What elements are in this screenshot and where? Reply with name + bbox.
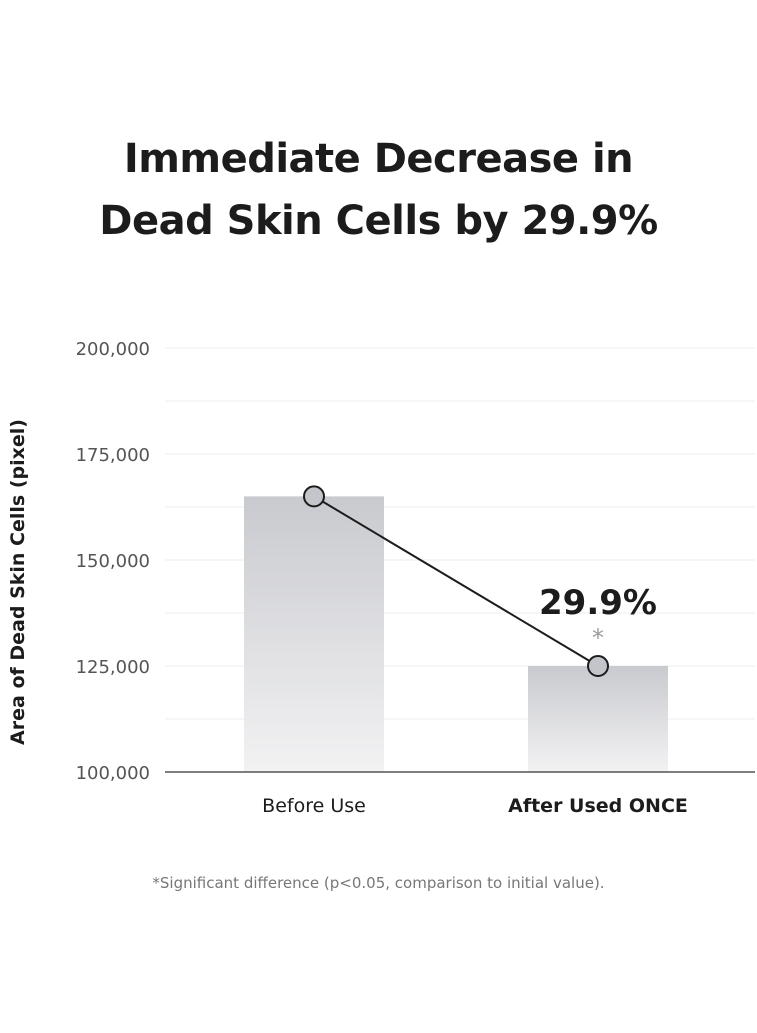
data-point-marker [303,485,325,508]
footnote: *Significant difference (p<0.05, compari… [152,874,605,892]
annotation-percent: 29.9% [539,583,657,623]
x-tick-label: Before Use [262,795,366,817]
data-point-marker [587,655,609,677]
y-tick-label: 175,000 [76,445,150,466]
chart-title-line-1: Immediate Decrease in [123,136,634,182]
y-axis-ticks: 100,000 125,000 150,000 175,000 200,000 [76,339,150,784]
bars [244,496,668,772]
y-axis-label: Area of Dead Skin Cells (pixel) [7,419,29,745]
y-tick-label: 125,000 [76,657,150,678]
bar-after-used-once [528,666,668,772]
y-tick-label: 200,000 [76,339,150,360]
y-tick-label: 100,000 [76,763,150,784]
y-tick-label: 150,000 [76,551,150,572]
bar-chart: 100,000 125,000 150,000 175,000 200,000 Befo… [7,339,755,817]
significance-marker: * [592,624,604,652]
bar-before-use [244,496,384,772]
x-axis-labels: Before Use After Used ONCE [262,795,688,817]
connector-line [313,495,599,667]
chart-title-line-2: Dead Skin Cells by 29.9% [99,198,658,244]
annotations: 29.9%* [539,583,657,652]
x-tick-label: After Used ONCE [508,795,688,817]
chart-title: Immediate Decrease in Dead Skin Cells by… [0,128,757,252]
connector [303,485,609,677]
